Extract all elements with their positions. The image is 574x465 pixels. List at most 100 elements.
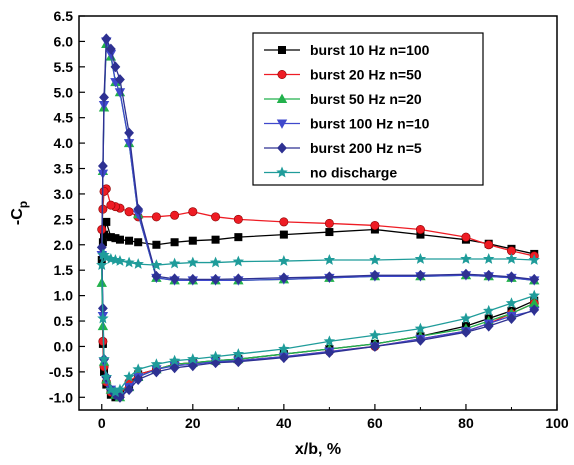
- data-point: [483, 253, 495, 264]
- data-point: [150, 259, 163, 270]
- y-tick-label: 6.0: [54, 33, 74, 49]
- data-point: [187, 273, 198, 285]
- data-point: [97, 160, 108, 172]
- data-point: [151, 212, 161, 222]
- data-point: [169, 273, 180, 285]
- data-point: [278, 343, 290, 354]
- legend-marker: [276, 166, 288, 178]
- legend-label: burst 50 Hz n=20: [310, 91, 422, 107]
- data-point: [123, 370, 135, 382]
- data-point: [460, 312, 472, 324]
- data-point: [99, 91, 109, 103]
- data-point: [324, 347, 335, 359]
- data-point: [461, 268, 471, 280]
- y-axis-title-subscript: p: [16, 201, 30, 208]
- data-point: [188, 236, 197, 245]
- y-axis-title-group: -Cp: [9, 201, 30, 225]
- data-point: [483, 320, 494, 332]
- data-point: [415, 225, 425, 235]
- data-point: [234, 233, 243, 242]
- data-point: [233, 214, 243, 224]
- data-point: [232, 255, 245, 267]
- data-point: [323, 335, 336, 347]
- data-point: [211, 235, 220, 244]
- data-point: [96, 259, 108, 270]
- legend: burst 10 Hz n=100 burst 20 Hz n=50 burst 5…: [252, 32, 484, 186]
- data-point: [169, 362, 180, 374]
- data-point: [170, 238, 179, 247]
- data-point: [529, 304, 540, 316]
- y-axis-ticks: -1.0 -0.5 0.0 0.5 1.0 1.5 2.0 2.5 3.0 3.5 4.0 4.5 5.…: [49, 8, 85, 405]
- data-point: [187, 256, 199, 268]
- legend-marker: [277, 45, 286, 54]
- data-point: [170, 210, 180, 220]
- data-point: [132, 363, 144, 375]
- data-point: [323, 254, 336, 265]
- data-point: [414, 253, 427, 264]
- data-point: [102, 217, 111, 226]
- data-point: [278, 272, 289, 284]
- y-axis-title: -Cp: [9, 201, 30, 225]
- data-point: [209, 256, 222, 268]
- data-point: [278, 352, 289, 364]
- legend-items: burst 10 Hz n=100 burst 20 Hz n=50 burst 5…: [264, 42, 430, 181]
- data-point: [211, 212, 221, 222]
- data-point: [506, 271, 517, 283]
- series-5: [96, 33, 540, 403]
- y-tick-label: 0.0: [54, 338, 74, 354]
- y-tick-label: 3.0: [54, 186, 74, 202]
- data-point: [414, 322, 427, 334]
- data-point: [528, 289, 540, 301]
- y-tick-label: -0.5: [49, 364, 73, 380]
- data-point: [133, 374, 144, 385]
- data-point: [279, 230, 288, 239]
- y-tick-label: 5.5: [54, 59, 74, 75]
- data-point: [324, 218, 334, 228]
- data-point: [125, 236, 134, 245]
- legend-marker: [276, 119, 288, 129]
- y-tick-label: 2.5: [54, 211, 74, 227]
- data-point: [133, 203, 144, 215]
- y-tick-label: 1.5: [54, 262, 74, 278]
- plot-frame: [78, 15, 558, 411]
- x-axis-ticks: 0 20 40 60 80 100: [98, 404, 569, 431]
- data-point: [278, 255, 290, 266]
- legend-marker: [276, 93, 288, 103]
- data-point: [168, 257, 181, 269]
- data-point: [415, 334, 426, 346]
- x-tick-label: 100: [545, 415, 569, 431]
- x-tick-label: 40: [276, 415, 292, 431]
- data-point: [505, 297, 518, 309]
- x-tick-label: 60: [367, 415, 383, 431]
- data-point: [188, 207, 198, 217]
- data-point: [124, 207, 134, 217]
- data-point: [105, 43, 116, 55]
- data-point: [528, 254, 540, 265]
- x-tick-label: 0: [98, 415, 106, 431]
- y-tick-label: 5.0: [54, 84, 74, 100]
- y-tick-label: 3.5: [54, 161, 74, 177]
- data-point: [123, 139, 135, 149]
- data-point: [110, 61, 121, 73]
- data-point: [106, 200, 116, 210]
- data-point: [415, 269, 426, 281]
- legend-label: burst 200 Hz n=5: [310, 140, 422, 156]
- data-point: [100, 370, 113, 382]
- x-axis-title: x/b, %: [295, 441, 341, 458]
- data-point: [124, 127, 134, 139]
- legend-label: no discharge: [310, 165, 397, 181]
- y-tick-label: 4.0: [54, 135, 74, 151]
- data-point: [106, 233, 115, 242]
- data-point: [370, 269, 380, 281]
- data-point: [97, 312, 109, 324]
- data-point: [209, 350, 222, 362]
- data-point: [115, 74, 125, 85]
- data-point: [150, 358, 163, 370]
- data-point: [232, 348, 245, 359]
- legend-box: [252, 32, 484, 186]
- legend-label: burst 100 Hz n=10: [310, 116, 430, 132]
- data-point: [152, 240, 161, 249]
- data-point: [99, 186, 109, 196]
- x-tick-label: 80: [458, 415, 474, 431]
